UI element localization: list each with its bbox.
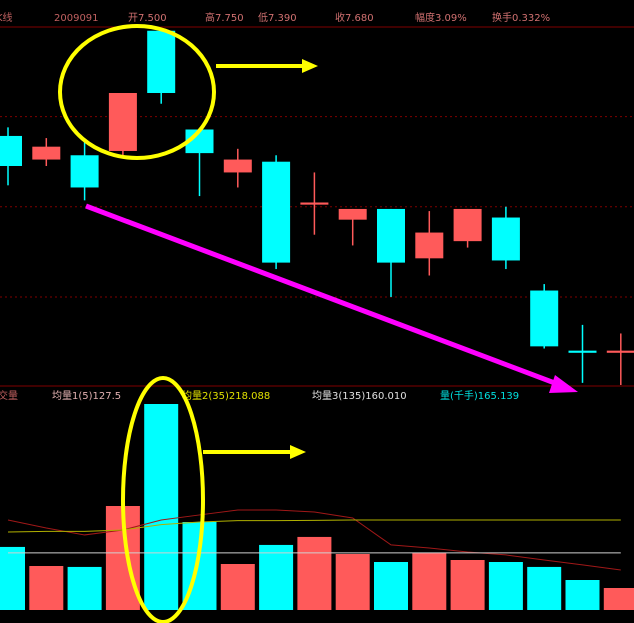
arrow-head [290, 445, 306, 459]
volume-bar [220, 564, 255, 610]
candle-body [300, 202, 329, 205]
candle-body [377, 208, 405, 263]
ma-line [7, 509, 621, 571]
candle-body [453, 208, 482, 242]
arrow-head [302, 59, 318, 73]
volume-bar [297, 536, 332, 610]
volume-label: 成交量 [0, 389, 18, 402]
volume-label: 均量3(135)160.010 [312, 390, 407, 402]
header-label: 换手0.332% [492, 11, 550, 24]
candle-body [338, 208, 367, 220]
candle-body [223, 159, 252, 173]
candle-body [415, 232, 444, 259]
highlight-circle [58, 24, 216, 160]
candle-body [147, 30, 176, 93]
volume-bar [603, 588, 634, 610]
header-label: 幅度3.09% [415, 11, 467, 24]
annotations [58, 24, 578, 623]
candle-body [530, 290, 559, 347]
candle-body [70, 155, 99, 188]
highlight-circle [121, 376, 205, 623]
candle-body [606, 350, 634, 353]
header-label: 日K线 [0, 11, 13, 24]
header-label: 低7.390 [258, 11, 297, 24]
candle-body [262, 161, 291, 263]
marks: 日K线 2009091 开7.500 高7.750 低7.390 收7.680 幅度3.09… [0, 11, 634, 610]
ma-line [7, 519, 621, 533]
candle-body [491, 217, 520, 261]
candle-body [32, 146, 61, 160]
candle-body [0, 135, 22, 166]
volume-bar [488, 562, 523, 610]
volume-bar [144, 404, 179, 610]
volume-label: 量(千手)165.139 [440, 389, 519, 402]
candle-body [568, 350, 597, 353]
volume-bar [527, 566, 562, 610]
header-label: 收7.680 [335, 11, 374, 24]
volume-bar [565, 580, 600, 610]
volume-bar [412, 552, 447, 610]
arrow-head [549, 375, 578, 393]
header-label: 开7.500 [128, 13, 167, 24]
volume-bar [29, 566, 64, 610]
candle-body [108, 93, 137, 151]
volume-label: 均量1(5)127.5 [52, 390, 121, 402]
volume-label: 均量2(35)218.088 [182, 390, 270, 402]
volume-bar [0, 546, 25, 610]
volume-bar [374, 562, 408, 610]
volume-bar [335, 554, 370, 610]
header-label: 高7.750 [205, 11, 244, 24]
volume-bar [67, 566, 102, 610]
volume-bar [259, 544, 294, 610]
trend-arrow [85, 203, 561, 388]
volume-bar [450, 560, 485, 610]
header-label: 2009091 [54, 13, 99, 24]
